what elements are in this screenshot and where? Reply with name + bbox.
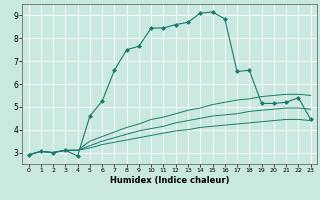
X-axis label: Humidex (Indice chaleur): Humidex (Indice chaleur) bbox=[110, 176, 229, 185]
